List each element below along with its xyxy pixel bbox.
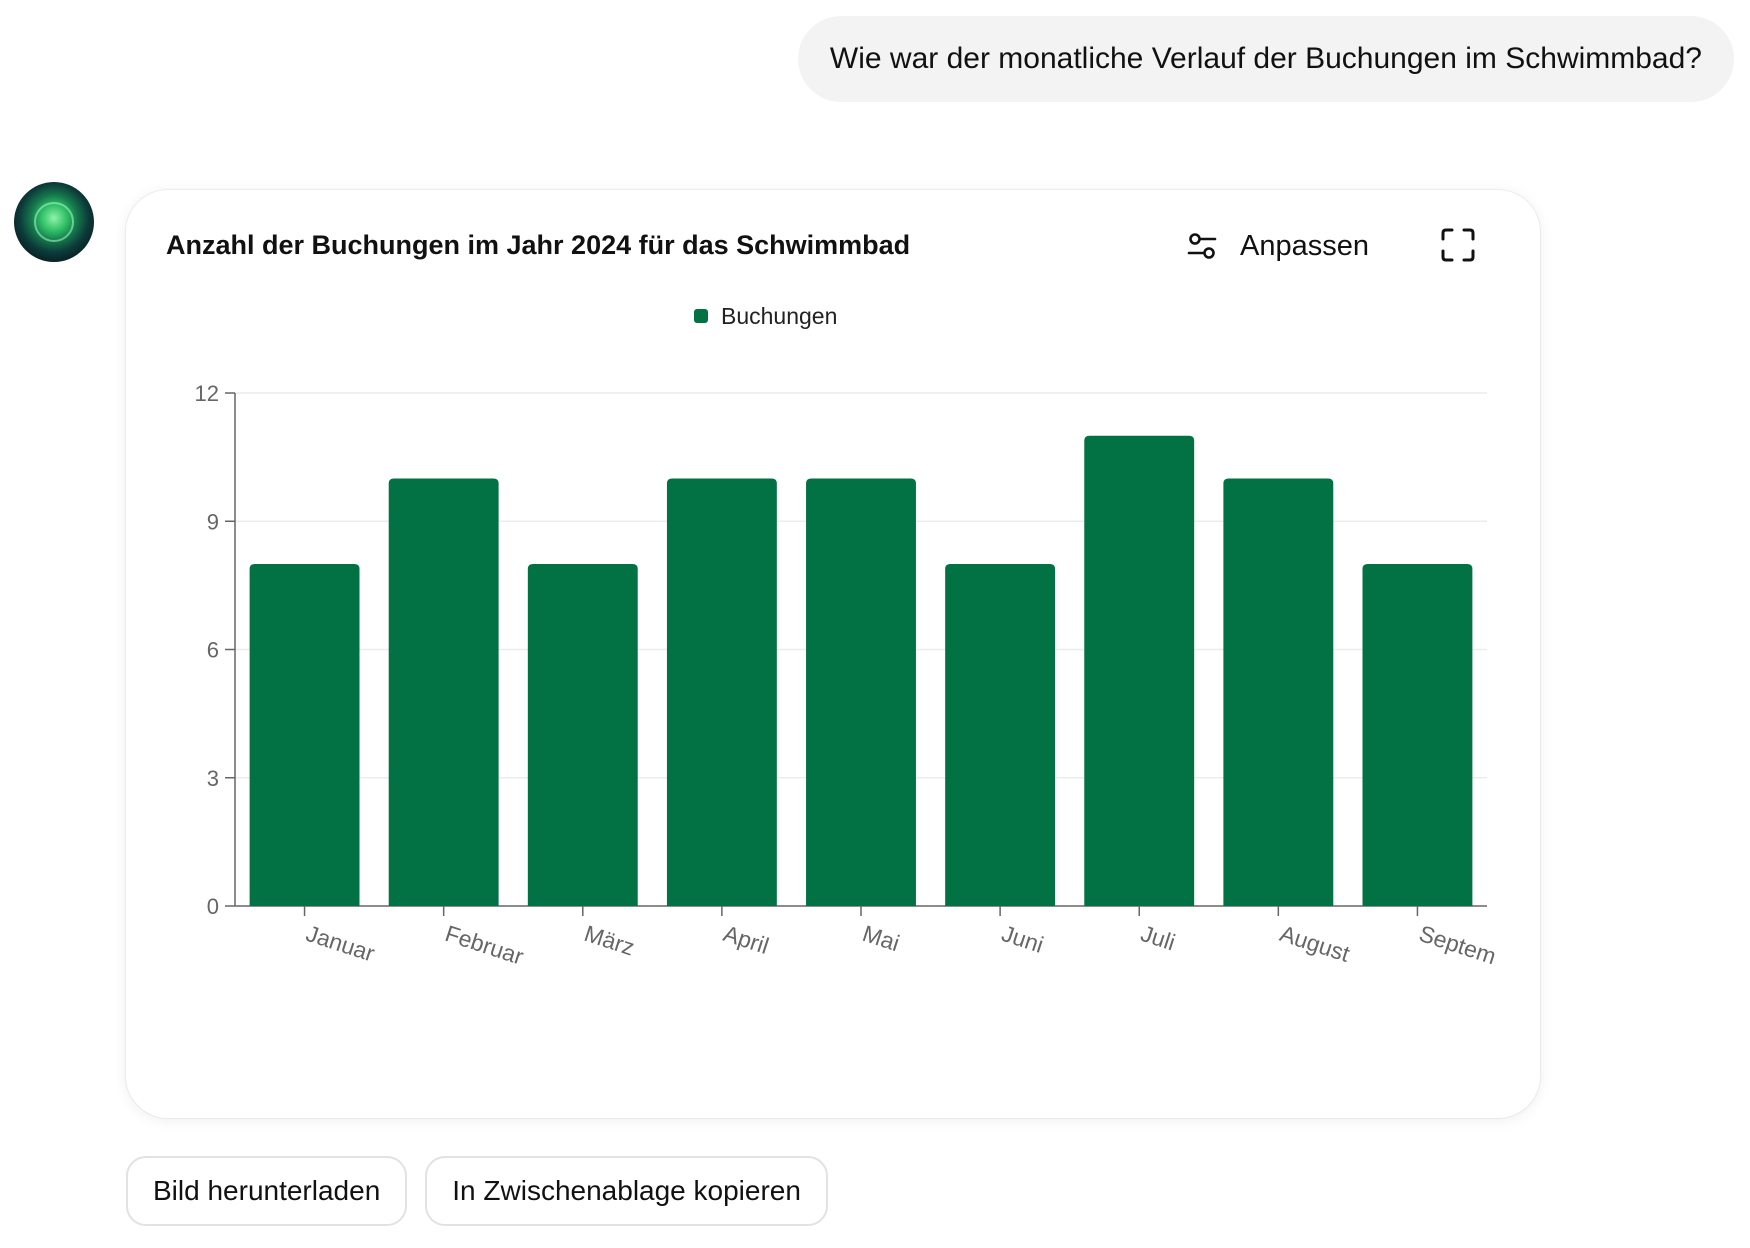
x-tick-label: August	[1277, 920, 1354, 967]
bar	[249, 564, 360, 906]
user-message-text: Wie war der monatliche Verlauf der Buchu…	[829, 42, 1702, 75]
x-tick-label: April	[720, 920, 772, 959]
y-tick-label: 3	[207, 766, 219, 791]
x-tick-label: Septem	[1416, 920, 1499, 969]
fullscreen-icon	[1441, 228, 1475, 262]
chart-actions: Bild herunterladen In Zwischenablage kop…	[126, 1156, 828, 1226]
expand-button[interactable]	[1441, 228, 1475, 262]
bar	[666, 478, 777, 906]
x-tick-label: März	[581, 920, 638, 961]
customize-label: Anpassen	[1240, 229, 1369, 262]
customize-button[interactable]: Anpassen	[1186, 224, 1369, 268]
y-tick-label: 6	[207, 638, 219, 663]
x-tick-label: Juni	[999, 920, 1047, 958]
bar-chart: 0 3 6 9 12 Januar Februar März April Mai Juni Juli A…	[195, 303, 1500, 970]
bar	[945, 564, 1056, 906]
bar	[388, 478, 499, 906]
x-tick-label: Februar	[442, 920, 527, 970]
assistant-avatar	[14, 182, 94, 262]
legend-label: Buchungen	[721, 303, 837, 329]
legend-swatch	[694, 309, 708, 323]
y-tick-label: 9	[207, 509, 219, 534]
download-image-button[interactable]: Bild herunterladen	[126, 1156, 408, 1226]
y-tick-label: 12	[195, 381, 219, 406]
x-tick-label: Januar	[303, 920, 378, 967]
bar	[1362, 564, 1473, 906]
chart-card: 0 3 6 9 12 Januar Februar März April Mai Juni Juli A…	[126, 190, 1540, 1118]
bar	[806, 478, 916, 906]
user-message-bubble: Wie war der monatliche Verlauf der Buchu…	[797, 16, 1734, 102]
bar	[527, 564, 638, 906]
x-tick-label: Juli	[1138, 920, 1179, 955]
bar	[1084, 435, 1195, 906]
copy-to-clipboard-button[interactable]: In Zwischenablage kopieren	[425, 1156, 828, 1226]
y-tick-label: 0	[207, 894, 219, 919]
bar	[1223, 478, 1334, 906]
x-tick-label: Mai	[859, 920, 902, 956]
chart-title: Anzahl der Buchungen im Jahr 2024 für da…	[166, 230, 911, 260]
sliders-icon	[1187, 233, 1217, 259]
